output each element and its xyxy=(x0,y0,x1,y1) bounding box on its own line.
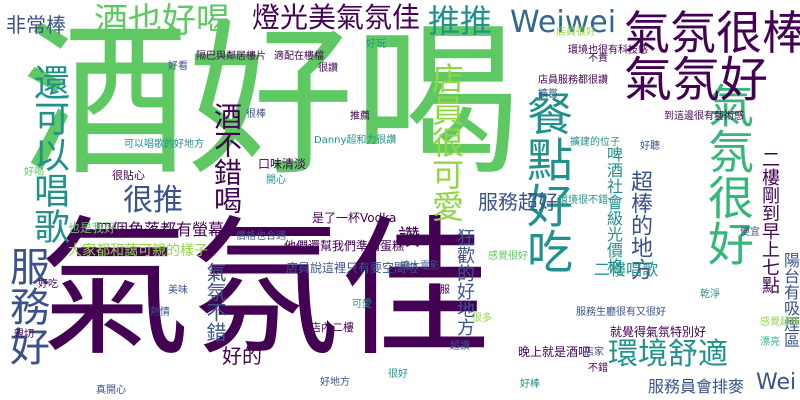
word-11: 非常棒 xyxy=(6,13,66,37)
word-65: 好喝 xyxy=(24,167,44,178)
word-32: 店員說這裡只有要空間啦 xyxy=(286,261,419,275)
word-77: 親切 xyxy=(14,329,34,340)
word-70: 很棒 xyxy=(246,109,266,120)
word-40: 晚上就是酒吧 xyxy=(518,345,591,359)
word-8: Weiwei xyxy=(510,5,617,40)
word-82: 可愛 xyxy=(352,299,372,310)
word-21: 氣氛不錯 xyxy=(203,262,227,342)
word-13: 服務好 xyxy=(3,246,49,366)
word-51: 擴大電影 xyxy=(400,261,440,272)
word-71: 推薦 xyxy=(350,111,370,122)
word-15: 酒不錯喝 xyxy=(210,102,243,214)
word-61: 好地方 xyxy=(320,377,350,388)
word-30: 二樓剛到早上七點 xyxy=(759,150,780,294)
word-34: 是了一杯Vodka xyxy=(312,211,397,225)
word-78: 熱情 xyxy=(150,307,170,318)
word-3: 餐點好吃 xyxy=(520,90,574,274)
word-64: 很好 xyxy=(388,369,408,380)
word-25: 四個角落都有螢幕 xyxy=(96,220,225,239)
word-67: 好看 xyxy=(168,61,188,72)
word-49: 店員很好 xyxy=(556,27,596,38)
word-47: 隔巴與鄰居樓片 xyxy=(196,51,266,62)
word-22: 好的 xyxy=(222,344,262,368)
word-80: 舒服 xyxy=(430,285,450,296)
word-26: 大家都和藹可親的樣子 xyxy=(68,243,208,259)
word-60: 感覺很好 xyxy=(488,251,528,262)
word-41: 服務生廳很有又很好 xyxy=(576,307,666,318)
word-28: 服務員會排麥 xyxy=(648,377,745,396)
word-2: 氣氛佳 xyxy=(40,203,491,377)
word-4: 氣氛很好 xyxy=(701,82,755,266)
word-42: 很貼心 xyxy=(112,169,145,182)
word-16: 店員很可愛 xyxy=(427,62,465,222)
word-14: 很推 xyxy=(123,183,183,218)
word-27: 二樓唱歌 xyxy=(594,260,659,279)
word-68: 很讚 xyxy=(318,63,338,74)
word-44: 可以唱歌的好地方 xyxy=(124,139,204,150)
word-50: 漂亮 xyxy=(760,337,780,348)
word-79: 好棒 xyxy=(520,379,540,390)
word-37: 店員服務都很讚 xyxy=(538,75,608,86)
word-6: 氣氛很棒 xyxy=(624,6,800,60)
word-17: 服務超好 xyxy=(478,190,558,214)
word-45: Danny超和力很讚 xyxy=(314,135,397,146)
word-74: 不貴 xyxy=(588,53,608,64)
word-18: 超棒的地方 xyxy=(627,170,652,280)
word-54: 環境很不錯 xyxy=(558,195,608,206)
word-10: 燈光美氣氛佳 xyxy=(252,1,421,34)
word-31: 啤酒社會級光價格 xyxy=(604,146,623,274)
word-52: 店家 xyxy=(584,347,604,358)
word-23: 讚 xyxy=(398,226,421,251)
word-56: 擴建的位子 xyxy=(570,137,620,148)
word-1: 酒好喝 xyxy=(22,6,520,199)
word-48: 店內二樓 xyxy=(310,321,354,334)
word-53: 到這邊很有藝術感 xyxy=(664,111,744,122)
word-39: 就覺得氣氛特別好 xyxy=(610,325,707,339)
word-43: 價格也合適 xyxy=(236,231,286,242)
word-29: 陽台有吸煙區 xyxy=(781,252,800,348)
word-38: 環境也很有科技感 xyxy=(568,45,648,56)
word-12: 還可以唱歌 xyxy=(28,64,69,244)
word-36: 也是我好 xyxy=(68,221,117,235)
word-69: 好玩 xyxy=(366,39,386,50)
word-19: 環境舒適 xyxy=(608,337,728,372)
word-24: Wei xyxy=(756,370,797,395)
word-58: 很多 xyxy=(472,313,492,324)
word-72: 開心 xyxy=(266,175,286,186)
word-63: 超讚 xyxy=(450,341,470,352)
word-62: 不錯 xyxy=(588,363,608,374)
word-46: 適配在樓檔 xyxy=(274,51,324,62)
word-59: 擴嘗 xyxy=(538,89,558,100)
word-55: 真開心 xyxy=(96,385,126,396)
word-33: 他們還幫我們準備蛋糕 xyxy=(284,239,405,253)
word-35: 口味清淡 xyxy=(258,157,307,171)
word-9: 酒也好喝 xyxy=(94,1,230,41)
word-66: 好吃 xyxy=(38,279,58,290)
word-57: 感覺超棒的 xyxy=(760,317,800,328)
word-5: 氣氛好 xyxy=(624,52,769,108)
word-20: 狂歡的好地方 xyxy=(454,228,475,336)
word-75: 乾淨 xyxy=(700,289,720,300)
word-81: 美味 xyxy=(168,285,188,296)
word-73: 好聽 xyxy=(640,141,660,152)
word-7: 推推 xyxy=(428,2,493,40)
word-76: 便宜 xyxy=(740,227,760,238)
